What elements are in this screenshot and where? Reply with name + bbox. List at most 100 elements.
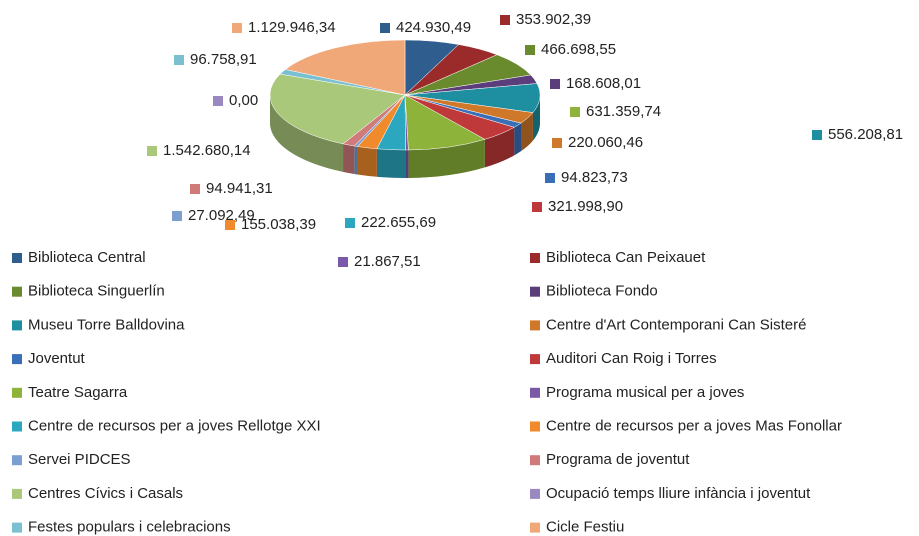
legend-label: Teatre Sagarra: [28, 384, 128, 401]
data-label: 424.930,49: [396, 19, 471, 36]
data-label: 96.758,91: [190, 51, 257, 68]
slice-side-shade: [408, 139, 485, 178]
data-label: 94.823,73: [561, 169, 628, 186]
slice-side-shade: [270, 95, 344, 172]
slice-side-shade: [376, 148, 406, 178]
slice: [342, 94, 406, 174]
slice-side: [405, 149, 409, 178]
slice: [404, 94, 486, 178]
slice-side-shade: [532, 95, 540, 141]
legend-swatch: [12, 522, 22, 533]
label-swatch: [345, 218, 355, 228]
slice-top: [269, 73, 406, 145]
legend-label: Ocupació temps lliure infància i joventu…: [546, 485, 811, 502]
legend-swatch: [12, 286, 22, 297]
slice-side-shade: [343, 143, 355, 174]
slice: [404, 94, 409, 178]
data-label: 21.867,51: [354, 253, 421, 270]
label-swatch: [174, 55, 184, 65]
legend-label: Programa de joventut: [546, 451, 690, 468]
slice: [269, 73, 406, 172]
legend-label: Museu Torre Balldovina: [28, 316, 185, 333]
data-label: 466.698,55: [541, 41, 616, 58]
legend-label: Biblioteca Singuerlín: [28, 283, 165, 300]
legend-label: Centre de recursos per a joves Mas Fonol…: [546, 417, 842, 434]
data-label: 222.655,69: [361, 214, 436, 231]
label-swatch: [213, 96, 223, 106]
legend-swatch: [530, 320, 540, 331]
slice-side: [357, 146, 377, 177]
legend-label: Biblioteca Can Peixauet: [546, 249, 706, 266]
data-label: 27.092,49: [188, 207, 255, 224]
slice-side-shade: [354, 145, 358, 175]
label-swatch: [545, 173, 555, 183]
legend-swatch: [12, 488, 22, 499]
legend-swatch: [530, 522, 540, 533]
data-label: 353.902,39: [516, 11, 591, 28]
legend-label: Centre de recursos per a joves Rellotge …: [28, 417, 321, 434]
legend-swatch: [12, 354, 22, 365]
data-label: 631.359,74: [586, 103, 661, 120]
data-label: 155.038,39: [241, 216, 316, 233]
label-swatch: [812, 130, 822, 140]
slice-side: [484, 127, 515, 168]
slice: [404, 94, 522, 156]
slice-side: [408, 139, 485, 178]
legend-label: Programa musical per a joves: [546, 384, 744, 401]
legend-label: Auditori Can Roig i Torres: [546, 350, 717, 367]
data-label: 556.208,81: [828, 126, 903, 143]
slice-side: [270, 95, 344, 172]
slice: [376, 94, 406, 178]
data-label: 321.998,90: [548, 198, 623, 215]
data-label: 94.941,31: [206, 180, 273, 197]
label-swatch: [225, 220, 235, 230]
legend-label: Cicle Festiu: [546, 519, 624, 536]
legend-swatch: [530, 488, 540, 499]
slice-side: [521, 112, 533, 152]
label-swatch: [570, 107, 580, 117]
legend-swatch: [12, 455, 22, 466]
label-swatch: [338, 257, 348, 267]
slice-top: [284, 39, 406, 96]
legend-label: Servei PIDCES: [28, 451, 131, 468]
data-label: 220.060,46: [568, 134, 643, 151]
slice-side-shade: [514, 123, 522, 156]
legend-swatch: [530, 387, 540, 398]
legend-swatch: [12, 421, 22, 432]
legend-label: Biblioteca Central: [28, 249, 146, 266]
label-swatch: [232, 23, 242, 33]
legend-swatch: [530, 421, 540, 432]
legend-label: Biblioteca Fondo: [546, 283, 658, 300]
label-swatch: [525, 45, 535, 55]
slice-side: [514, 123, 522, 156]
label-swatch: [380, 23, 390, 33]
legend-label: Festes populars i celebracions: [28, 519, 231, 536]
label-swatch: [550, 79, 560, 89]
label-swatch: [552, 138, 562, 148]
legend-swatch: [12, 387, 22, 398]
legend-label: Centres Cívics i Casals: [28, 485, 183, 502]
legend-swatch: [530, 286, 540, 297]
slice-side: [376, 148, 406, 178]
label-swatch: [532, 202, 542, 212]
slice-side: [354, 145, 358, 175]
label-swatch: [190, 184, 200, 194]
slice-side: [343, 143, 355, 174]
slice-top: [404, 94, 486, 151]
slice-side-shade: [357, 146, 377, 177]
slice-side-shade: [484, 127, 515, 168]
legend-swatch: [12, 253, 22, 263]
slice: [404, 94, 534, 152]
slice-side: [532, 95, 540, 141]
legend-swatch: [530, 455, 540, 466]
legend-swatch: [530, 253, 540, 263]
slice-side-shade: [521, 112, 533, 152]
label-swatch: [147, 146, 157, 156]
legend-label: Centre d'Art Contemporani Can Sisteré: [546, 316, 807, 333]
slice-side-shade: [405, 149, 409, 178]
legend-label: Joventut: [28, 350, 86, 367]
slice: [284, 39, 406, 96]
data-label: 1.129.946,34: [248, 19, 336, 36]
label-swatch: [172, 211, 182, 221]
